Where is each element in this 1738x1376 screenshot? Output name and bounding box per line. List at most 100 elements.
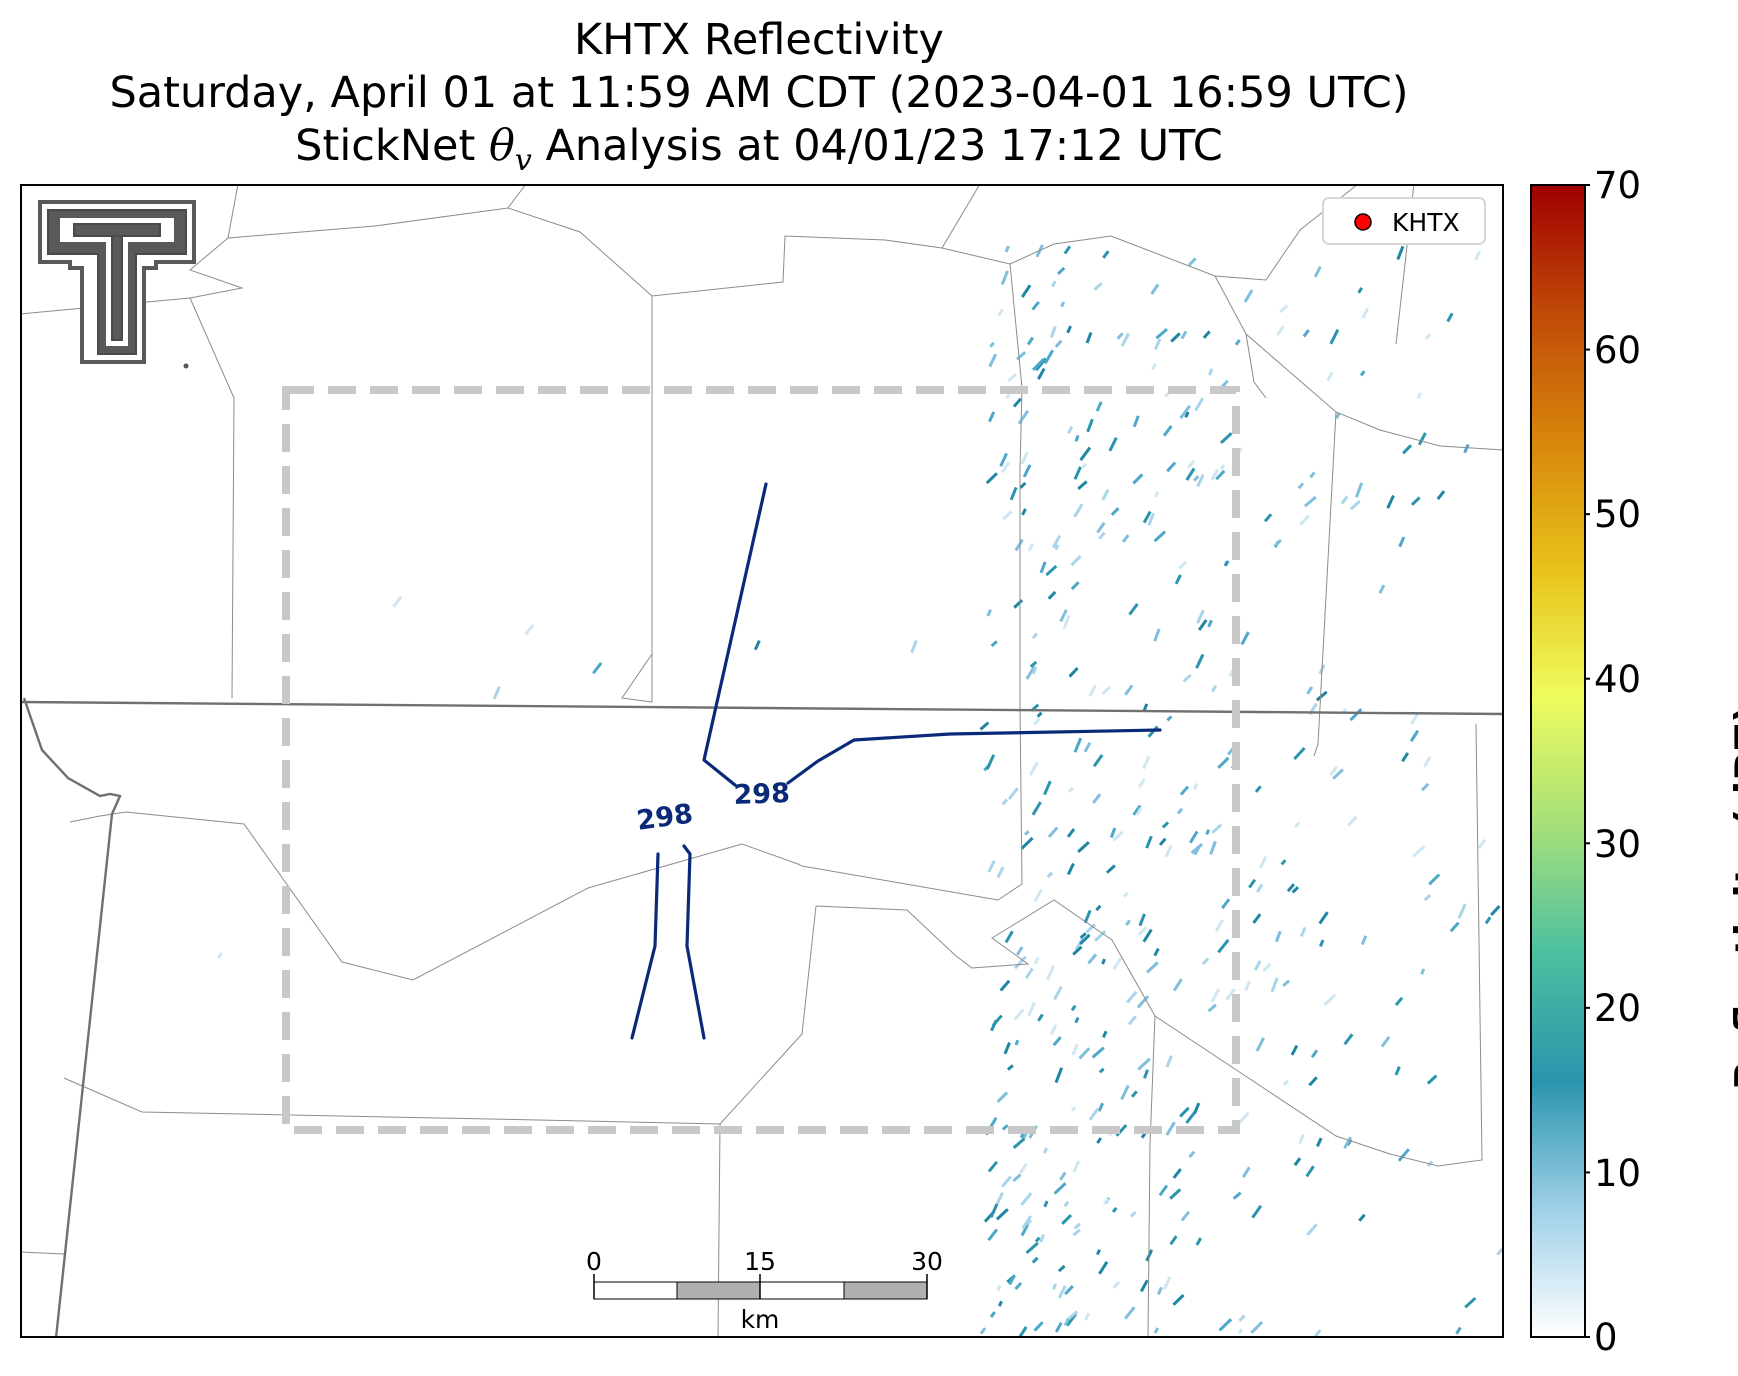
echo-speck bbox=[1065, 1310, 1079, 1322]
scalebar-unit: km bbox=[741, 1305, 780, 1334]
echo-speck bbox=[997, 308, 1004, 317]
echo-speck bbox=[1039, 1234, 1045, 1243]
echo-speck bbox=[1329, 329, 1340, 345]
title-radar: KHTX Reflectivity bbox=[573, 15, 944, 65]
echo-speck bbox=[1423, 893, 1432, 902]
echo-speck bbox=[991, 1014, 1003, 1027]
echo-speck bbox=[1007, 787, 1019, 801]
echo-speck bbox=[1315, 690, 1328, 702]
echo-speck bbox=[1490, 905, 1501, 916]
echo-speck bbox=[1207, 619, 1213, 628]
echo-speck bbox=[1455, 1326, 1462, 1335]
echo-speck bbox=[1410, 496, 1421, 506]
echo-speck bbox=[1031, 666, 1038, 675]
echo-speck bbox=[1053, 986, 1063, 1001]
echo-speck bbox=[1186, 459, 1196, 469]
echo-speck bbox=[1355, 482, 1364, 498]
echo-speck bbox=[1477, 838, 1487, 850]
echo-speck bbox=[1449, 921, 1460, 933]
echo-speck bbox=[1334, 412, 1341, 420]
echo-speck bbox=[1054, 1322, 1063, 1333]
echo-speck bbox=[1092, 793, 1102, 804]
echo-speck bbox=[1031, 358, 1045, 371]
echo-speck bbox=[1001, 1175, 1012, 1188]
echo-speck bbox=[1240, 631, 1250, 646]
echo-speck bbox=[1074, 1016, 1080, 1024]
echo-speck bbox=[1225, 987, 1237, 1001]
echo-speck bbox=[1428, 873, 1441, 886]
echo-speck bbox=[1251, 1204, 1263, 1219]
echo-speck bbox=[1093, 282, 1103, 291]
echo-speck bbox=[1174, 574, 1182, 585]
echo-speck bbox=[1046, 965, 1056, 981]
echo-speck bbox=[753, 640, 761, 651]
echo-speck bbox=[1210, 988, 1221, 1003]
echo-speck bbox=[1162, 425, 1173, 437]
echo-speck bbox=[1463, 443, 1470, 454]
echo-speck bbox=[1217, 756, 1230, 769]
echo-speck bbox=[1313, 265, 1322, 278]
echo-speck bbox=[1180, 1210, 1191, 1222]
echo-speck bbox=[1112, 1280, 1121, 1289]
echo-speck bbox=[1072, 945, 1083, 956]
echo-speck bbox=[1102, 1197, 1110, 1205]
echo-speck bbox=[1193, 1102, 1201, 1115]
echo-speck bbox=[1169, 1235, 1178, 1246]
echo-speck bbox=[1026, 336, 1034, 346]
echo-speck bbox=[994, 1192, 1004, 1208]
echo-speck bbox=[1079, 933, 1091, 946]
echo-speck bbox=[1101, 1030, 1108, 1039]
echo-speck bbox=[1120, 1084, 1130, 1101]
echo-speck bbox=[1063, 245, 1072, 255]
echo-speck bbox=[1025, 1241, 1039, 1254]
echo-speck bbox=[524, 624, 535, 636]
echo-speck bbox=[1420, 968, 1426, 975]
echo-speck bbox=[1309, 471, 1316, 479]
echo-speck bbox=[1310, 1049, 1319, 1059]
echo-speck bbox=[1305, 1165, 1315, 1178]
scale-bar: 0 15 30 km bbox=[586, 1247, 943, 1334]
echo-speck bbox=[1000, 461, 1011, 474]
echo-speck bbox=[1188, 257, 1197, 267]
echo-speck bbox=[1290, 1044, 1299, 1056]
echo-speck bbox=[1002, 510, 1013, 521]
echo-speck bbox=[1263, 513, 1273, 523]
echo-speck bbox=[988, 411, 996, 423]
echo-speck bbox=[1037, 367, 1046, 380]
echo-speck bbox=[1154, 491, 1160, 498]
echo-speck bbox=[1496, 1247, 1504, 1256]
colorbar-tick-label: 30 bbox=[1594, 823, 1642, 866]
title-datetime: Saturday, April 01 at 11:59 AM CDT (2023… bbox=[109, 68, 1409, 118]
echo-speck bbox=[1412, 845, 1426, 858]
echo-speck bbox=[987, 860, 996, 873]
echo-speck bbox=[1036, 711, 1043, 718]
echo-speck bbox=[1073, 466, 1082, 480]
echo-speck bbox=[1045, 564, 1058, 577]
echo-speck bbox=[1031, 632, 1038, 640]
echo-speck bbox=[1143, 1069, 1150, 1079]
echo-speck bbox=[1121, 534, 1130, 543]
echo-speck bbox=[1361, 307, 1370, 319]
echo-speck bbox=[1343, 1033, 1354, 1046]
echo-speck bbox=[1201, 957, 1210, 966]
echo-speck bbox=[1146, 961, 1159, 974]
echo-speck bbox=[1066, 828, 1076, 838]
echo-speck bbox=[1238, 1314, 1246, 1322]
echo-speck bbox=[1013, 1008, 1025, 1021]
echo-speck bbox=[1051, 280, 1057, 288]
echo-speck bbox=[1004, 930, 1014, 944]
echo-speck bbox=[1232, 1191, 1242, 1200]
echo-speck bbox=[1062, 614, 1071, 630]
echo-speck bbox=[1218, 1318, 1233, 1332]
echo-speck bbox=[1051, 534, 1062, 549]
echo-speck bbox=[1347, 815, 1358, 827]
echo-speck bbox=[1165, 1055, 1173, 1068]
echo-speck bbox=[1128, 602, 1139, 616]
echo-speck bbox=[1139, 1279, 1149, 1293]
echo-speck bbox=[1004, 245, 1010, 253]
echo-speck bbox=[1329, 765, 1339, 776]
echo-speck bbox=[217, 952, 223, 959]
echo-speck bbox=[1286, 883, 1296, 893]
echo-speck bbox=[1326, 371, 1334, 382]
echo-speck bbox=[1112, 957, 1123, 971]
